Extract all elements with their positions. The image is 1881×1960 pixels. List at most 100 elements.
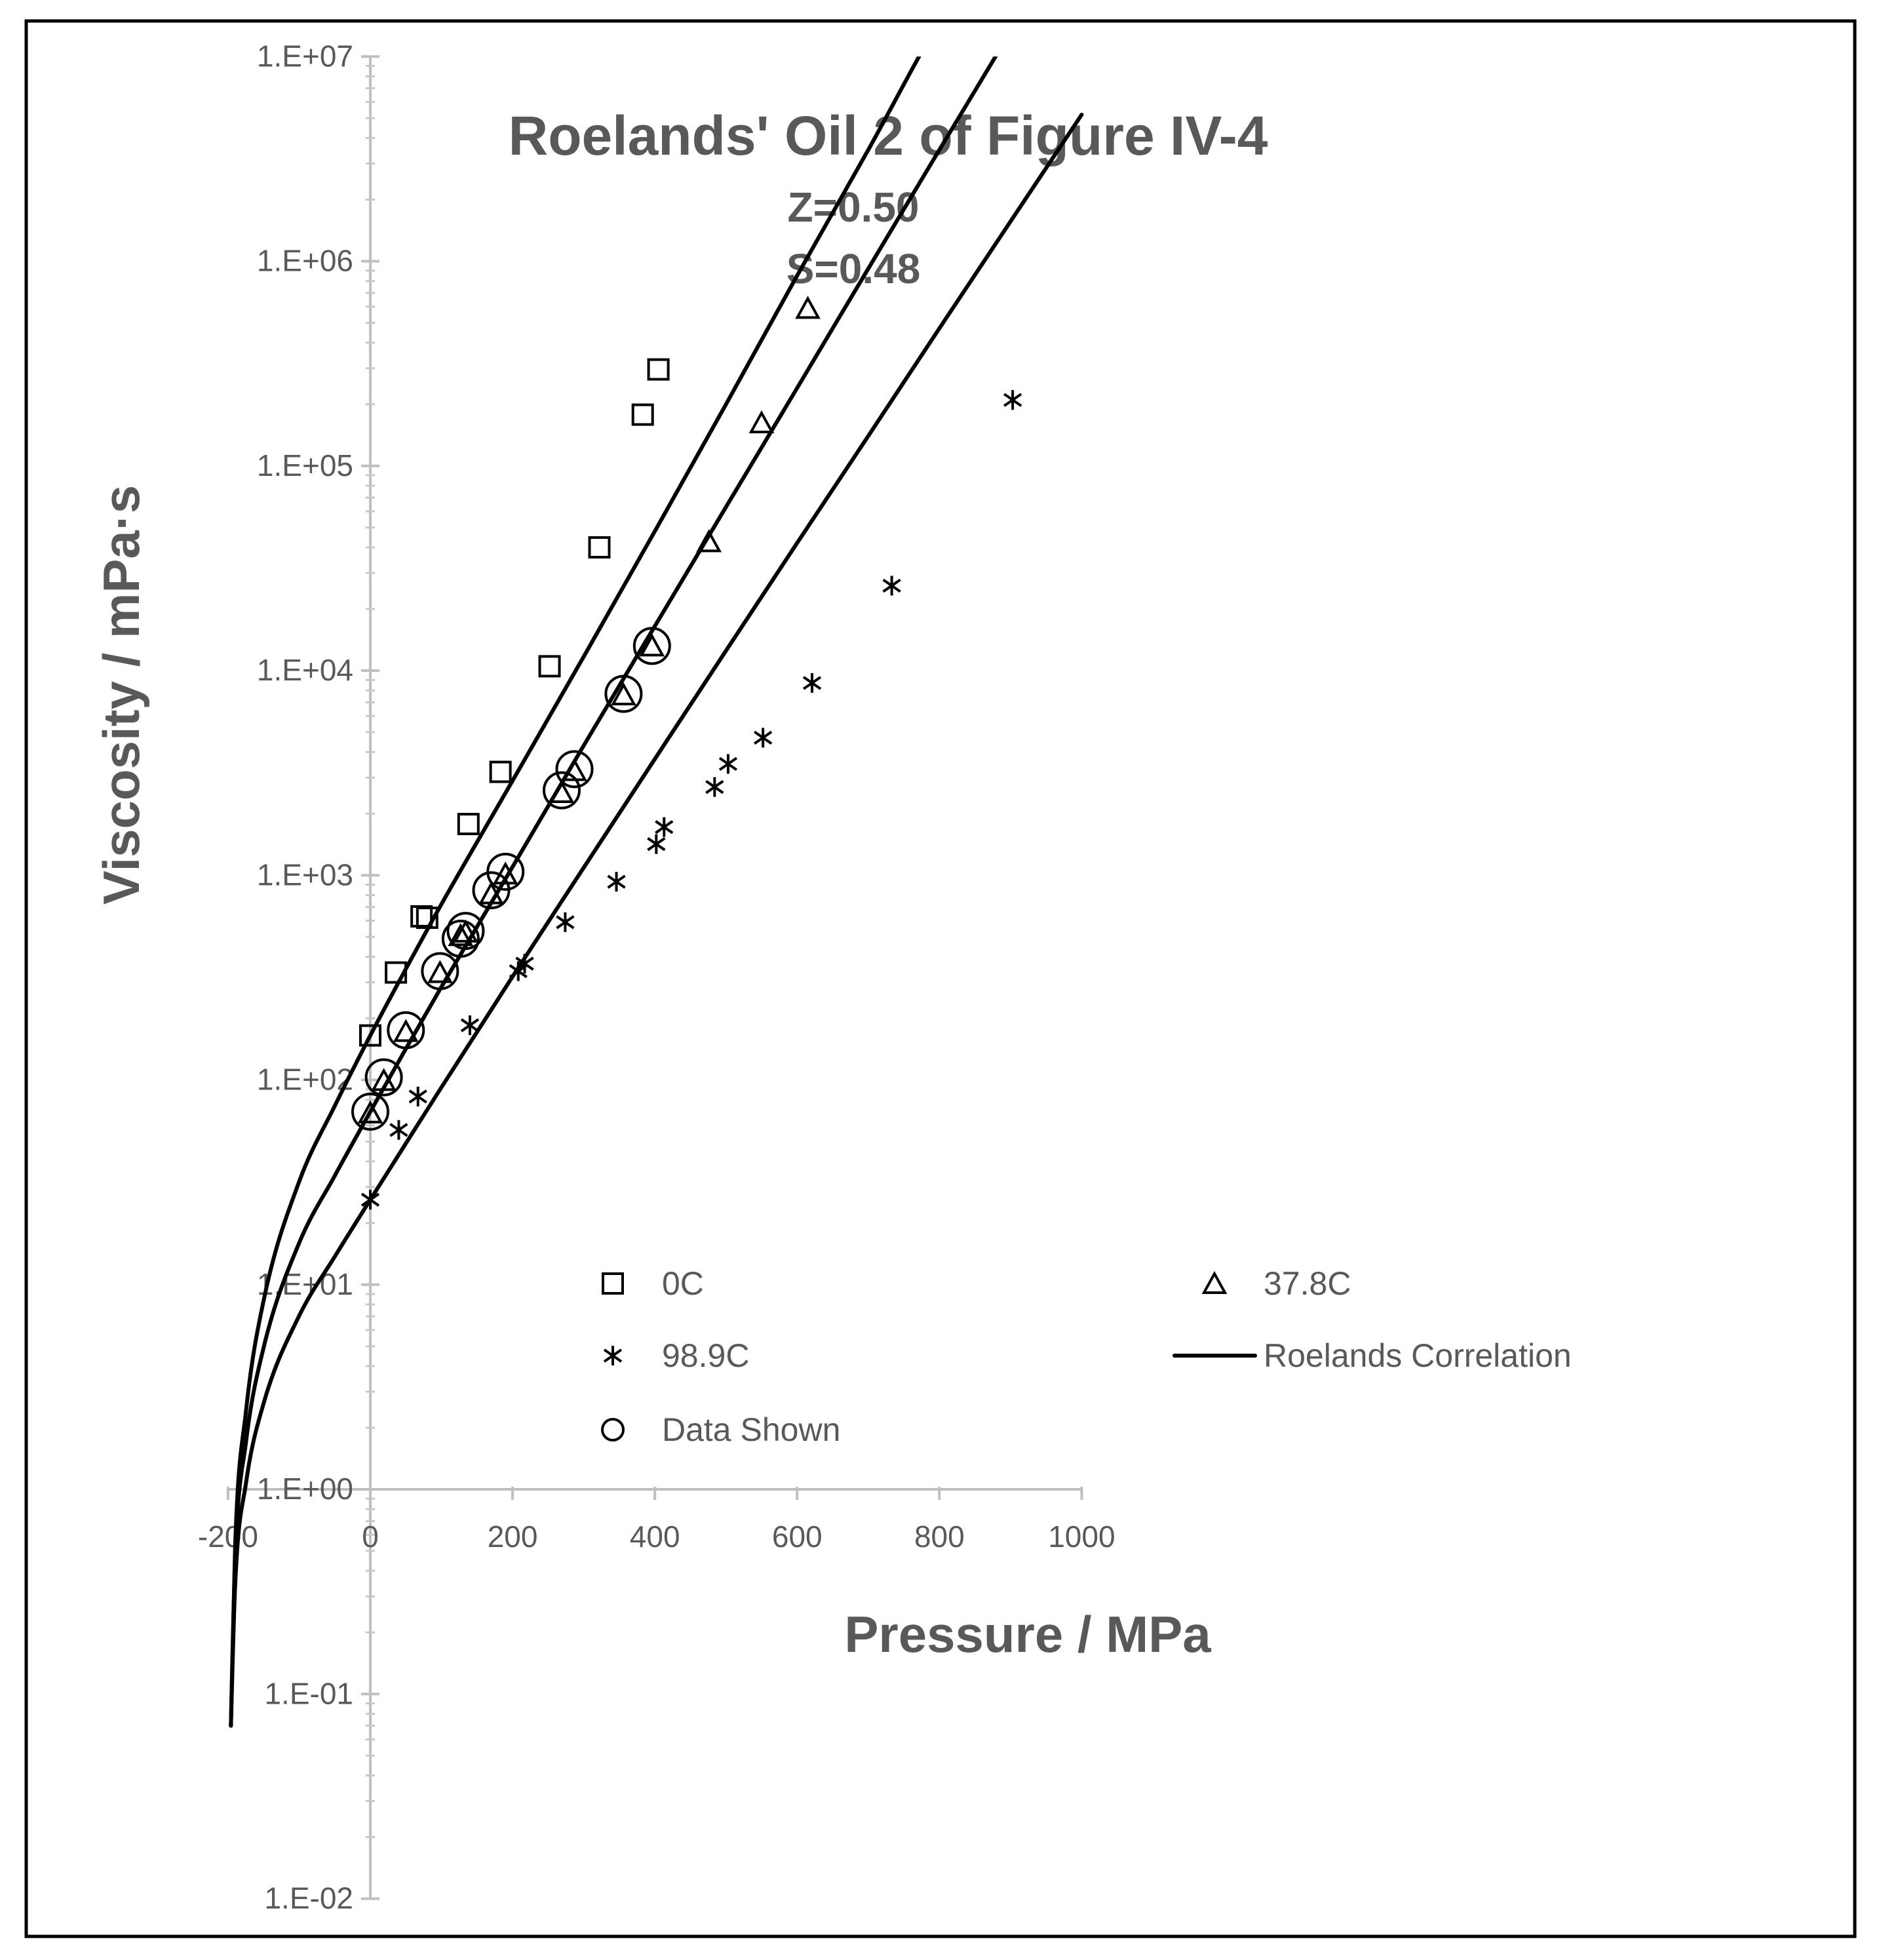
point-37-8c [696, 529, 722, 553]
point-37-8c [748, 410, 775, 434]
point-37-8c [448, 923, 474, 947]
y-tick-label: 1.E-01 [264, 1676, 353, 1710]
asterisk-stroke [705, 779, 724, 794]
point-98-9c [607, 872, 626, 892]
roelands-curve-98-9c [229, 112, 1084, 1728]
point-data-shown [364, 1058, 403, 1097]
point-37-8c [478, 881, 504, 905]
annotation-s: S=0.48 [786, 245, 921, 292]
point-data-shown [542, 771, 581, 810]
point-98-9c [515, 954, 534, 974]
x-tick-label: 0 [362, 1519, 379, 1554]
x-major-ticks [226, 1487, 1083, 1500]
x-tick-label: -200 [198, 1519, 258, 1554]
asterisk-stroke [603, 1348, 623, 1363]
asterisk-stroke [718, 756, 738, 772]
point-data-shown [632, 627, 671, 665]
point-37-8c [393, 1019, 419, 1042]
y-tick-label: 1.E+00 [257, 1472, 353, 1506]
x-tick-label: 400 [630, 1519, 680, 1554]
point-98-9c [408, 1086, 427, 1107]
legend-marker-0c [602, 1272, 624, 1295]
asterisk-stroke [607, 874, 626, 889]
legend-triangle-icon [1201, 1270, 1228, 1294]
point-37-8c [427, 960, 453, 983]
point-98-9c [1003, 390, 1022, 410]
point-37-8c [611, 682, 636, 706]
point-data-shown [421, 952, 459, 990]
x-tick-label: 800 [914, 1519, 965, 1554]
asterisk-stroke [882, 578, 901, 593]
asterisk-stroke [647, 837, 666, 852]
roelands-curve-0c [229, 56, 921, 1728]
point-98-9c [754, 728, 773, 748]
point-0c [410, 905, 433, 928]
x-axis-title: Pressure / MPa [844, 1605, 1211, 1663]
annotation-z: Z=0.50 [787, 184, 919, 231]
point-data-shown [446, 912, 485, 951]
point-0c [489, 760, 512, 783]
asterisk-stroke [556, 915, 575, 930]
point-98-9c [655, 817, 674, 837]
y-tick-label: 1.E+07 [257, 39, 353, 73]
legend-label-roelands: Roelands Correlation [1264, 1337, 1572, 1374]
point-37-8c [357, 1100, 383, 1124]
point-98-9c [705, 777, 724, 797]
y-tick-label: 1.E+04 [257, 653, 353, 687]
legend: 0C 37.8C 98.9C Roelands Correlation Data… [601, 1265, 1572, 1448]
point-98-9c [360, 1190, 380, 1210]
legend-marker-37-8c [1201, 1270, 1228, 1294]
legend-square-icon [602, 1272, 624, 1295]
point-0c [457, 813, 480, 836]
point-37-8c [795, 296, 821, 319]
point-98-9c [882, 576, 901, 596]
point-37-8c [453, 919, 478, 943]
point-98-9c [718, 754, 738, 774]
y-tick-label: 1.E-02 [264, 1881, 353, 1915]
point-data-shown [351, 1092, 389, 1131]
legend-marker-98-9c [603, 1346, 623, 1365]
x-tick-labels: -200 0 200 400 600 800 1000 [198, 1519, 1115, 1554]
asterisk-stroke [655, 820, 674, 834]
point-0c [538, 655, 561, 678]
legend-label-37-8c: 37.8C [1264, 1265, 1351, 1302]
chart-frame [24, 19, 1857, 1938]
asterisk-stroke [360, 1192, 380, 1207]
point-data-shown [604, 675, 643, 713]
legend-marker-data-shown [601, 1418, 625, 1441]
point-0c [416, 907, 438, 930]
y-tick-label: 1.E+01 [257, 1267, 353, 1301]
x-tick-label: 600 [772, 1519, 823, 1554]
asterisk-stroke [802, 676, 822, 690]
point-0c [588, 536, 611, 559]
point-data-shown [441, 919, 480, 958]
y-tick-label: 1.E+06 [257, 244, 353, 278]
legend-label-data-shown: Data Shown [662, 1411, 840, 1448]
y-tick-label: 1.E+05 [257, 448, 353, 482]
point-98-9c [802, 673, 822, 693]
legend-asterisk-icon [603, 1346, 623, 1365]
x-tick-label: 1000 [1048, 1519, 1115, 1554]
data-markers [351, 296, 1022, 1210]
point-98-9c [460, 1015, 480, 1036]
point-37-8c [549, 779, 575, 803]
legend-label-98-9c: 98.9C [662, 1337, 749, 1374]
point-0c [631, 403, 654, 426]
point-98-9c [556, 912, 575, 932]
x-tick-label: 200 [488, 1519, 538, 1554]
point-data-shown [387, 1011, 425, 1049]
y-major-ticks [361, 55, 379, 1900]
point-0c [359, 1024, 381, 1047]
asterisk-stroke [754, 730, 773, 745]
y-axis-title: Viscosity / mPa·s [92, 485, 150, 905]
point-98-9c [389, 1120, 408, 1140]
asterisk-stroke [389, 1123, 408, 1137]
point-data-shown [555, 750, 594, 789]
legend-circle-icon [601, 1418, 625, 1441]
y-tick-label: 1.E+03 [257, 857, 353, 892]
point-98-9c [647, 834, 666, 854]
point-37-8c [371, 1068, 397, 1091]
point-data-shown [486, 852, 525, 891]
axes [226, 55, 1083, 1900]
